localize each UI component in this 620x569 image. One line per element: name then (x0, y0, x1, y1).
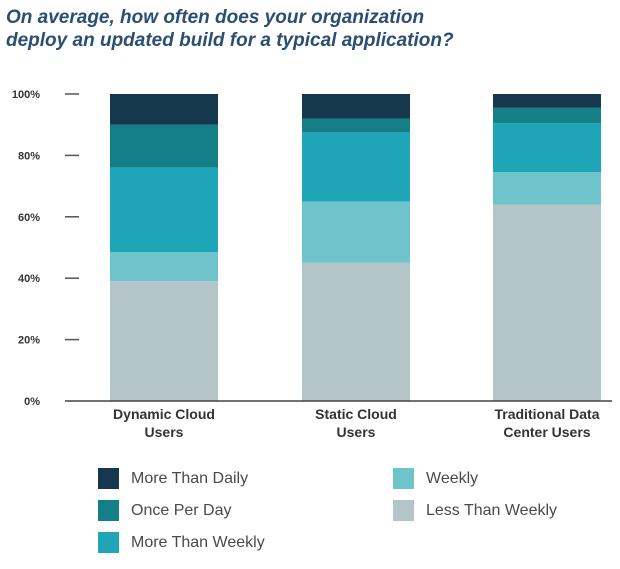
bar-segment-more-than-weekly (302, 132, 410, 202)
bar-segment-more-than-daily (110, 94, 218, 125)
y-tick-label: 20% (18, 335, 40, 347)
bar-segment-less-than-weekly (493, 204, 601, 401)
bar-segment-weekly (493, 172, 601, 205)
chart-title-line-1: On average, how often does your organiza… (6, 7, 425, 28)
bar-segment-once-per-day (110, 124, 218, 168)
bar-segment-more-than-weekly (493, 123, 601, 173)
chart-title-line-2: deploy an updated build for a typical ap… (6, 30, 454, 51)
y-tick-label: 80% (18, 150, 40, 162)
x-category-label: Dynamic Cloud (113, 406, 215, 422)
bar-segment-less-than-weekly (302, 262, 410, 401)
chart-title: On average, how often does your organiza… (6, 6, 606, 52)
x-category-label: Traditional Data (494, 406, 599, 422)
bar-segment-once-per-day (302, 118, 410, 133)
y-tick-label: 100% (12, 89, 40, 101)
x-category-label: Users (145, 424, 184, 440)
x-category-label: Center Users (503, 424, 590, 440)
y-tick-label: 60% (18, 212, 40, 224)
bar-segment-weekly (110, 252, 218, 282)
bar-segment-weekly (302, 201, 410, 263)
bar-segment-less-than-weekly (110, 281, 218, 401)
y-tick-label: 0% (24, 396, 40, 408)
x-category-label: Static Cloud (315, 406, 397, 422)
x-category-label: Users (337, 424, 376, 440)
bar-segment-more-than-weekly (110, 167, 218, 253)
y-tick-label: 40% (18, 273, 40, 285)
bar-segment-once-per-day (493, 107, 601, 124)
bar-segment-more-than-daily (493, 94, 601, 108)
bar-segment-more-than-daily (302, 94, 410, 119)
